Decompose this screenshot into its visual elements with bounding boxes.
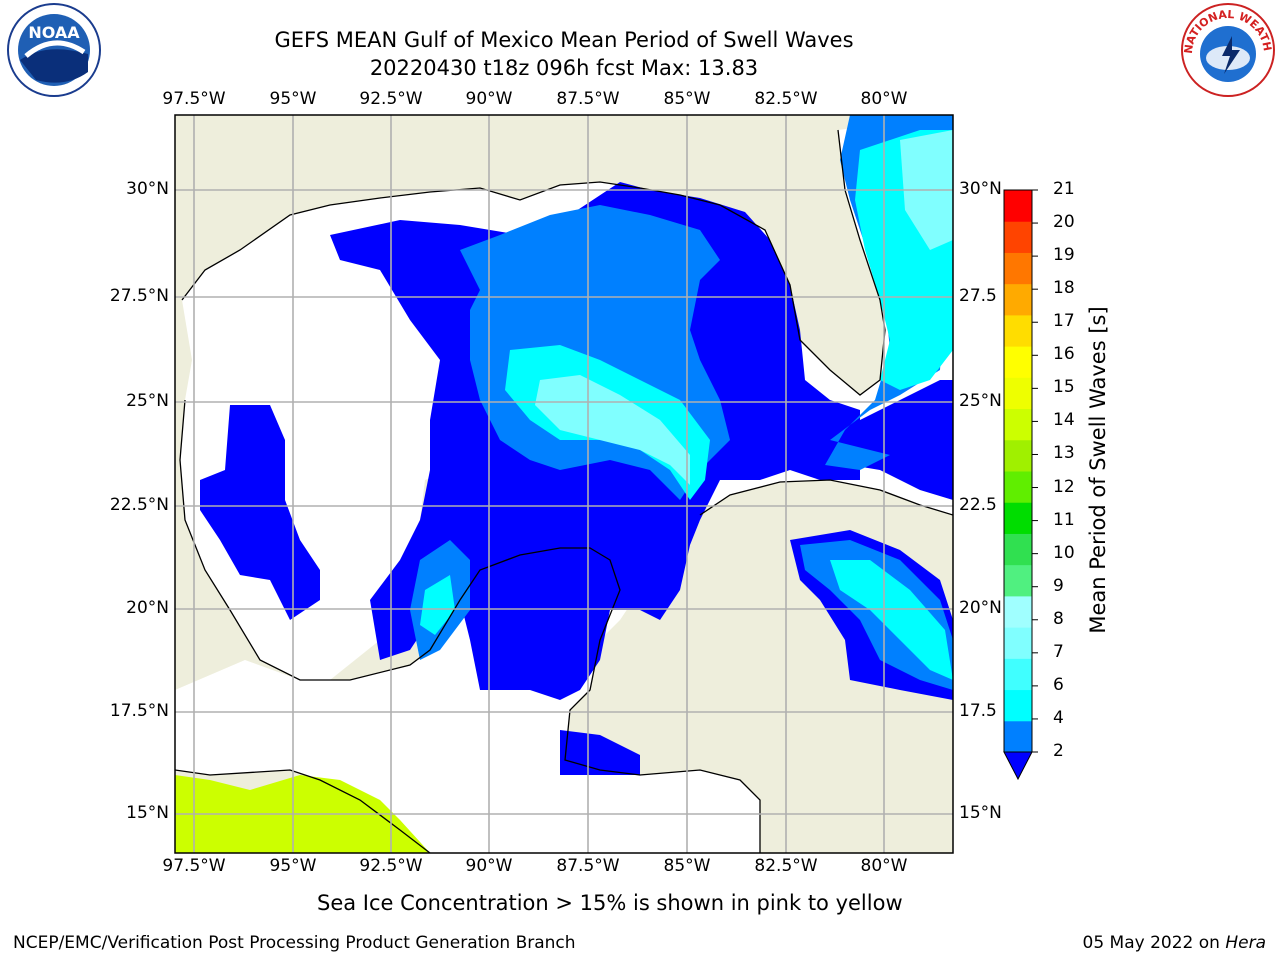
lon-tick-label-bottom: 92.5°W: [359, 856, 423, 876]
colorbar-segment: [1004, 252, 1032, 285]
swell-contours: [175, 115, 953, 853]
colorbar-tick-label: 13: [1053, 443, 1075, 464]
colorbar-segment: [1004, 627, 1032, 659]
lon-tick-label-bottom: 90°W: [465, 856, 513, 876]
colorbar-segment: [1004, 314, 1032, 347]
lat-tick-label-left: 17.5°N: [109, 701, 169, 721]
map-frame: [174, 114, 954, 854]
lon-tick-label-top: 95°W: [269, 89, 317, 109]
lon-tick-label-top: 90°W: [465, 89, 513, 109]
machine-name: Hera: [1225, 933, 1266, 953]
date-text: 05 May 2022 on: [1082, 933, 1220, 953]
lon-tick-label-bottom: 85°W: [663, 856, 711, 876]
colorbar-extend-arrow: [1003, 751, 1033, 781]
lat-tick-label-left: 15°N: [126, 803, 169, 823]
colorbar-segment: [1004, 221, 1032, 253]
lat-tick-label-right: 17.5: [959, 701, 997, 721]
lon-tick-label-bottom: 87.5°W: [556, 856, 620, 876]
colorbar-tick-label: 9: [1053, 575, 1064, 596]
lat-tick-label-left: 27.5°N: [109, 286, 169, 306]
date-stamp: 05 May 2022 on Hera: [1083, 933, 1267, 953]
lat-tick-label-left: 30°N: [126, 179, 169, 199]
sea-ice-note: Sea Ice Concentration > 15% is shown in …: [317, 891, 903, 915]
lon-tick-label-bottom: 97.5°W: [162, 856, 226, 876]
coastline: [175, 769, 431, 853]
lat-tick-label-right: 27.5: [959, 286, 997, 306]
colorbar-segment: [1004, 408, 1032, 441]
coastline: [179, 399, 761, 853]
lat-tick-label-right: 30°N: [959, 179, 1002, 199]
colorbar-tick-label: 2: [1053, 741, 1064, 761]
colorbar-tick-label: 8: [1053, 608, 1064, 629]
lon-tick-label-bottom: 95°W: [269, 856, 317, 876]
lat-tick-label-right: 20°N: [959, 598, 1002, 618]
colorbar-segment: [1004, 190, 1032, 222]
colorbar-segment: [1004, 689, 1032, 722]
lat-tick-label-right: 15°N: [959, 803, 1002, 823]
map-title: GEFS MEAN Gulf of Mexico Mean Period of …: [274, 28, 854, 52]
map-subtitle: 20220430 t18z 096h fcst Max: 13.83: [369, 56, 759, 80]
lon-tick-label-top: 97.5°W: [162, 89, 226, 109]
colorbar-segment: [1004, 564, 1032, 597]
colorbar-segment: [1004, 502, 1032, 534]
coastline: [699, 479, 953, 516]
nws-logo: NATIONAL WEATHER SERVICE: [1176, 0, 1276, 98]
colorbar-segment: [1004, 283, 1032, 316]
lon-tick-label-top: 92.5°W: [359, 89, 423, 109]
lon-tick-label-top: 80°W: [860, 89, 908, 109]
colorbar-tick-label: 12: [1053, 476, 1075, 497]
lat-tick-label-left: 22.5°N: [109, 495, 169, 515]
colorbar-tick-label: 4: [1053, 707, 1064, 728]
colorbar-segment: [1004, 346, 1032, 378]
colorbar-tick-label: 18: [1053, 278, 1075, 299]
colorbar-tick-label: 10: [1053, 542, 1075, 563]
colorbar-tick-label: 7: [1053, 641, 1064, 662]
lon-tick-label-bottom: 80°W: [860, 856, 908, 876]
credit-line: NCEP/EMC/Verification Post Processing Pr…: [13, 933, 576, 953]
cuba-land: [700, 480, 953, 560]
colorbar-tick-label: 17: [1053, 311, 1075, 332]
colorbar-segment: [1004, 658, 1032, 691]
noaa-logo: NOAA: [6, 2, 102, 98]
lon-tick-label-top: 85°W: [663, 89, 711, 109]
map-gridlines: [175, 115, 953, 853]
colorbar-segment: [1004, 533, 1032, 566]
lon-tick-label-top: 87.5°W: [556, 89, 620, 109]
colorbar-frame: [1003, 189, 1033, 753]
colorbar-tick-label: 15: [1053, 377, 1075, 398]
lat-tick-label-left: 25°N: [126, 391, 169, 411]
colorbar-segment: [1004, 377, 1032, 410]
lat-tick-label-right: 22.5: [959, 495, 997, 515]
lon-tick-label-bottom: 82.5°W: [754, 856, 818, 876]
colorbar-tick-label: 6: [1053, 674, 1064, 695]
lat-tick-label-left: 20°N: [126, 598, 169, 618]
colorbar-tick-label: 11: [1053, 509, 1075, 530]
colorbar-tick-label: 19: [1053, 245, 1075, 266]
lat-tick-label-right: 25°N: [959, 391, 1002, 411]
colorbar-tick-label: 14: [1053, 410, 1075, 431]
colorbar-segment: [1004, 471, 1032, 503]
colorbar: [1003, 189, 1038, 781]
colorbar-segment: [1004, 595, 1032, 628]
lon-tick-label-top: 82.5°W: [754, 89, 818, 109]
colorbar-segment: [1004, 720, 1032, 753]
colorbar-title: Mean Period of Swell Waves [s]: [1086, 306, 1110, 634]
colorbar-tick-label: 21: [1053, 179, 1075, 199]
colorbar-tick-label: 20: [1053, 212, 1075, 233]
coastline: [181, 129, 886, 396]
colorbar-segment: [1004, 439, 1032, 472]
noaa-logo-text: NOAA: [28, 23, 80, 42]
colorbar-tick-label: 16: [1053, 344, 1075, 365]
